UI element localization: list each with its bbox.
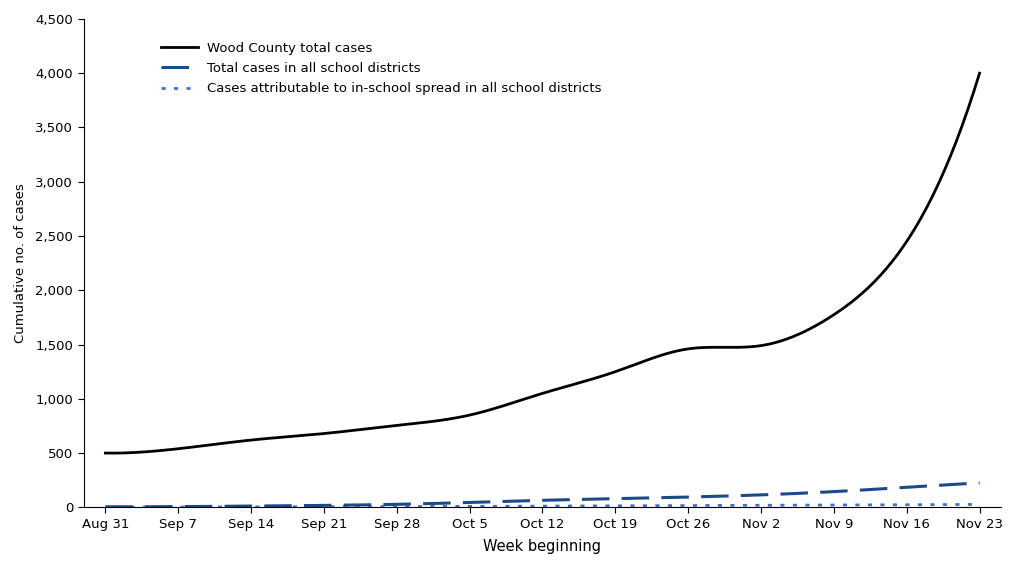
Total cases in all school districts (102, 503, 114, 510)
Legend: Wood County total cases, Total cases in all school districts, Cases attributable: Wood County total cases, Total cases in … (154, 35, 607, 102)
Cases attributable to in-school spread in all school districts (836, 502, 848, 508)
Wood County total cases (839, 303, 851, 310)
Cases attributable to in-school spread in all school districts (102, 504, 114, 511)
Total cases in all school districts (620, 495, 632, 502)
Cases attributable to in-school spread in all school districts (616, 502, 629, 509)
Y-axis label: Cumulative no. of cases: Cumulative no. of cases (14, 183, 26, 343)
X-axis label: Week beginning: Week beginning (483, 539, 601, 554)
Cases attributable to in-school spread in all school districts (972, 501, 984, 508)
Total cases in all school districts (894, 485, 906, 491)
Wood County total cases (894, 247, 906, 254)
Cases attributable to in-school spread in all school districts (620, 502, 632, 509)
Line: Total cases in all school districts: Total cases in all school districts (105, 483, 978, 507)
Total cases in all school districts (622, 495, 634, 502)
Total cases in all school districts (637, 495, 649, 502)
Wood County total cases (102, 450, 114, 457)
Cases attributable to in-school spread in all school districts (634, 502, 646, 509)
Line: Cases attributable to in-school spread in all school districts: Cases attributable to in-school spread i… (105, 504, 978, 507)
Total cases in all school districts (839, 487, 851, 494)
Cases attributable to in-school spread in all school districts (891, 502, 903, 508)
Wood County total cases (972, 70, 984, 77)
Total cases in all school districts (972, 479, 984, 486)
Total cases in all school districts (99, 503, 111, 510)
Total cases in all school districts (105, 503, 117, 510)
Wood County total cases (637, 358, 649, 365)
Wood County total cases (620, 365, 632, 371)
Wood County total cases (105, 450, 117, 457)
Line: Wood County total cases: Wood County total cases (105, 73, 978, 453)
Wood County total cases (622, 364, 634, 370)
Wood County total cases (99, 450, 111, 457)
Cases attributable to in-school spread in all school districts (99, 504, 111, 511)
